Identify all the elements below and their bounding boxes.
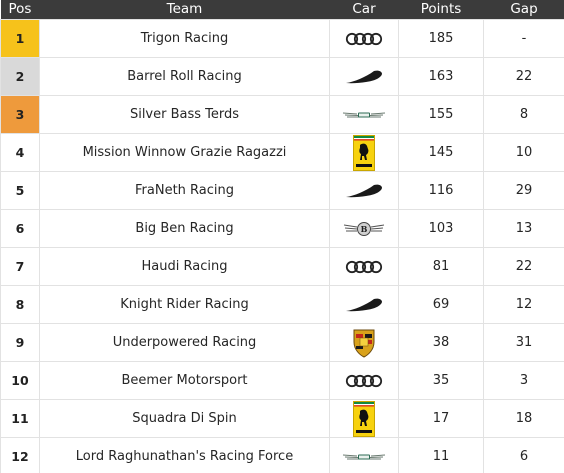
cell-team: Squadra Di Spin — [39, 399, 330, 438]
cell-team: Haudi Racing — [39, 247, 330, 286]
cell-car — [329, 57, 399, 96]
cell-points: 38 — [398, 323, 484, 362]
cell-points: 69 — [398, 285, 484, 324]
cell-points: 145 — [398, 133, 484, 172]
table-row[interactable]: 7 Haudi Racing 81 22 — [0, 247, 564, 286]
cell-car — [329, 285, 399, 324]
cell-gap: 22 — [483, 57, 564, 96]
cell-gap: 13 — [483, 209, 564, 248]
cell-pos: 7 — [0, 247, 40, 286]
audi-logo — [345, 32, 383, 46]
table-row[interactable]: 5 FraNeth Racing 116 29 — [0, 171, 564, 210]
mclaren-logo — [344, 183, 384, 199]
cell-points: 103 — [398, 209, 484, 248]
cell-pos: 5 — [0, 171, 40, 210]
cell-team: Silver Bass Terds — [39, 95, 330, 134]
cell-gap: 8 — [483, 95, 564, 134]
cell-car — [329, 361, 399, 400]
cell-pos: 11 — [0, 399, 40, 438]
header-row: Pos Team Car Points Gap — [0, 0, 564, 20]
audi-logo — [345, 374, 383, 388]
table-row[interactable]: 2 Barrel Roll Racing 163 22 — [0, 57, 564, 96]
cell-pos: 12 — [0, 437, 40, 473]
cell-points: 116 — [398, 171, 484, 210]
table-body: 1 Trigon Racing 185-2 Barrel Roll Racing 163… — [0, 19, 564, 473]
table-row[interactable]: 10 Beemer Motorsport 35 3 — [0, 361, 564, 400]
header-team[interactable]: Team — [166, 1, 203, 17]
header-points[interactable]: Points — [420, 1, 462, 17]
header-car[interactable]: Car — [352, 1, 376, 17]
cell-team: Lord Raghunathan's Racing Force — [39, 437, 330, 473]
table-header: Pos Team Car Points Gap — [0, 0, 564, 20]
cell-team: Mission Winnow Grazie Ragazzi — [39, 133, 330, 172]
svg-text:B: B — [361, 224, 368, 234]
cell-car — [329, 437, 399, 473]
cell-points: 11 — [398, 437, 484, 473]
table-row[interactable]: 12 Lord Raghunathan's Racing Force 11 6 — [0, 437, 564, 473]
cell-points: 185 — [398, 19, 484, 58]
cell-pos: 6 — [0, 209, 40, 248]
cell-pos: 10 — [0, 361, 40, 400]
cell-team: Knight Rider Racing — [39, 285, 330, 324]
header-pos[interactable]: Pos — [8, 1, 32, 17]
audi-logo — [345, 260, 383, 274]
cell-gap: 10 — [483, 133, 564, 172]
aston-martin-logo — [342, 450, 386, 464]
ferrari-logo — [353, 134, 375, 171]
cell-gap: 22 — [483, 247, 564, 286]
cell-car — [329, 95, 399, 134]
cell-points: 163 — [398, 57, 484, 96]
cell-points: 81 — [398, 247, 484, 286]
table-row[interactable]: 4 Mission Winnow Grazie Ragazzi 145 10 — [0, 133, 564, 172]
cell-team: Beemer Motorsport — [39, 361, 330, 400]
mclaren-logo — [344, 297, 384, 313]
cell-car — [329, 323, 399, 362]
aston-martin-logo — [342, 108, 386, 122]
cell-team: FraNeth Racing — [39, 171, 330, 210]
cell-gap: 6 — [483, 437, 564, 473]
table-row[interactable]: 8 Knight Rider Racing 69 12 — [0, 285, 564, 324]
table-row[interactable]: 11 Squadra Di Spin 17 18 — [0, 399, 564, 438]
cell-gap: - — [483, 19, 564, 58]
cell-pos: 2 — [0, 57, 40, 96]
cell-points: 155 — [398, 95, 484, 134]
cell-pos: 3 — [0, 95, 40, 134]
cell-car — [329, 399, 399, 438]
cell-team: Trigon Racing — [39, 19, 330, 58]
cell-team: Barrel Roll Racing — [39, 57, 330, 96]
cell-pos: 4 — [0, 133, 40, 172]
mclaren-logo — [344, 69, 384, 85]
cell-team: Big Ben Racing — [39, 209, 330, 248]
table-row[interactable]: 3 Silver Bass Terds 155 8 — [0, 95, 564, 134]
cell-points: 35 — [398, 361, 484, 400]
table-row[interactable]: 6 Big Ben Racing B 103 13 — [0, 209, 564, 248]
cell-pos: 1 — [0, 19, 40, 58]
bentley-logo: B — [343, 221, 385, 237]
cell-car — [329, 19, 399, 58]
table-row[interactable]: 1 Trigon Racing 185- — [0, 19, 564, 58]
cell-car — [329, 247, 399, 286]
cell-gap: 18 — [483, 399, 564, 438]
cell-gap: 29 — [483, 171, 564, 210]
cell-pos: 9 — [0, 323, 40, 362]
porsche-logo — [352, 328, 376, 358]
cell-gap: 12 — [483, 285, 564, 324]
cell-team: Underpowered Racing — [39, 323, 330, 362]
cell-car — [329, 133, 399, 172]
cell-points: 17 — [398, 399, 484, 438]
table-row[interactable]: 9 Underpowered Racing 38 31 — [0, 323, 564, 362]
cell-gap: 31 — [483, 323, 564, 362]
cell-gap: 3 — [483, 361, 564, 400]
cell-pos: 8 — [0, 285, 40, 324]
header-gap[interactable]: Gap — [510, 1, 538, 17]
cell-car: B — [329, 209, 399, 248]
cell-car — [329, 171, 399, 210]
ferrari-logo — [353, 400, 375, 437]
